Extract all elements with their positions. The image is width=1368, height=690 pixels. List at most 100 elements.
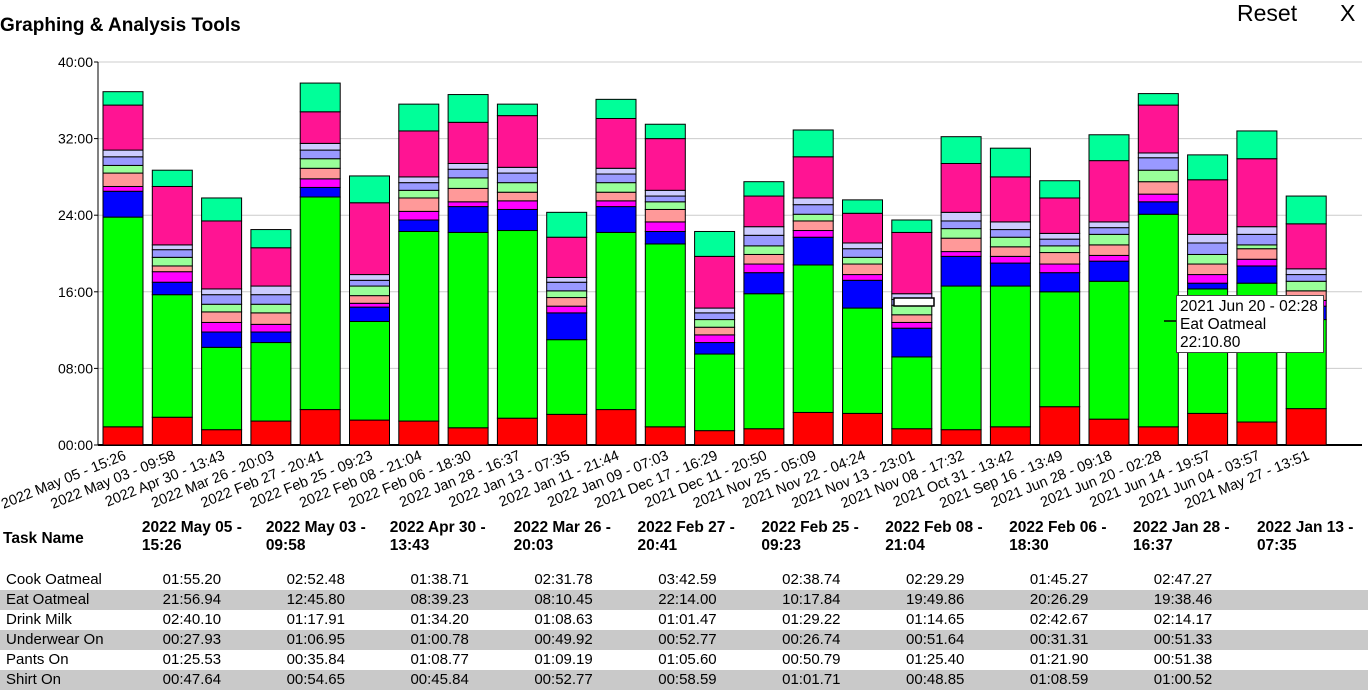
bar-segment[interactable]: Shoes On [644, 189, 686, 197]
bar-segment[interactable]: Shirt On [792, 213, 834, 222]
bar-segment[interactable]: Socks On [1236, 233, 1278, 246]
bar-segment[interactable]: Shirt On [842, 256, 883, 265]
bar-segment[interactable]: Cook Oatmeal [102, 426, 144, 446]
bar-segment[interactable]: Eat Oatmeal [151, 294, 193, 418]
bar-segment[interactable]: Drink Milk [595, 206, 637, 233]
bar-segment[interactable]: Drink Milk [792, 236, 834, 266]
bar-segment[interactable]: Eat Oatmeal [201, 346, 243, 431]
date-column-header[interactable]: 2022 Feb 25 - 09:23 [761, 519, 859, 554]
bar-segment[interactable]: Shirt On [595, 182, 637, 193]
bar-segment[interactable]: Brush Teeth [694, 255, 736, 309]
bar-segment[interactable]: Underwear On [1039, 263, 1081, 274]
date-column-header[interactable]: 2022 Apr 30 - 13:43 [389, 519, 486, 554]
bar-segment[interactable]: Wash Hands [349, 175, 390, 204]
bar-segment[interactable]: Socks On [447, 168, 489, 179]
bar-segment[interactable]: Shoes On [102, 149, 144, 158]
bar-segment[interactable]: Eat Oatmeal [644, 243, 686, 428]
bar-segment[interactable]: Cook Oatmeal [842, 412, 883, 446]
bar-segment[interactable]: Brush Teeth [792, 156, 834, 199]
bar-segment[interactable]: Socks On [546, 281, 588, 292]
bar-segment[interactable]: Cook Oatmeal [644, 426, 686, 446]
bar-segment[interactable]: Pants On [447, 187, 489, 203]
bar-segment[interactable]: Socks On [940, 220, 982, 230]
bar-segment[interactable]: Eat Oatmeal [842, 307, 883, 414]
date-column-header[interactable]: 2022 Feb 08 - 21:04 [885, 519, 983, 554]
bar-segment[interactable]: Drink Milk [940, 255, 982, 287]
date-column-header[interactable]: 2022 Jan 28 - 16:37 [1133, 519, 1230, 554]
bar-segment[interactable]: Shirt On [1285, 280, 1327, 292]
bar-segment[interactable]: Shoes On [940, 211, 982, 222]
bar-segment[interactable]: Shirt On [644, 201, 686, 210]
bar-segment[interactable]: Pants On [349, 295, 390, 304]
bar-segment[interactable]: Shoes On [842, 242, 883, 250]
bar-segment[interactable]: Wash Hands [743, 181, 785, 197]
bar-segment[interactable]: Cook Oatmeal [151, 416, 193, 446]
bar-segment[interactable]: Brush Teeth [447, 121, 489, 164]
bar-segment[interactable]: Brush Teeth [1039, 197, 1081, 234]
bar-segment[interactable]: Wash Hands [989, 147, 1031, 178]
bar-segment[interactable]: Socks On [496, 172, 538, 184]
date-column-header[interactable]: 2022 May 05 - 15:26 [141, 519, 242, 554]
bar-segment[interactable]: Shirt On [447, 177, 489, 189]
date-column-header[interactable]: 2022 Jan 13 - 07:35 [1256, 519, 1354, 554]
bar-segment[interactable]: Socks On [1187, 242, 1229, 255]
bar-segment[interactable]: Underwear On [1088, 254, 1130, 262]
bar-segment[interactable]: Brush Teeth [349, 202, 390, 276]
bar-segment[interactable]: Underwear On [496, 200, 538, 210]
bar-segment[interactable]: Drink Milk [201, 331, 243, 348]
date-column-header[interactable]: 2022 Feb 27 - 20:41 [637, 519, 735, 554]
bar-segment[interactable]: Pants On [201, 311, 243, 323]
bar-segment[interactable]: Drink Milk [151, 281, 193, 296]
bar-segment[interactable]: Wash Hands [1285, 195, 1327, 225]
bar-segment[interactable]: Brush Teeth [989, 176, 1031, 223]
bar-segment[interactable]: Shoes On [349, 274, 390, 281]
bar-segment[interactable]: Cook Oatmeal [447, 427, 489, 446]
bar-segment[interactable]: Shirt On [743, 245, 785, 255]
bar-segment[interactable]: Underwear On [102, 185, 144, 192]
bar-segment[interactable]: Brush Teeth [151, 185, 193, 246]
bar-segment[interactable]: Drink Milk [989, 262, 1031, 287]
bar-segment[interactable]: Eat Oatmeal [1039, 291, 1081, 408]
bar-segment[interactable]: Shirt On [694, 319, 736, 328]
bar-segment[interactable]: Eat Oatmeal [891, 356, 933, 430]
bar-segment[interactable]: Cook Oatmeal [940, 429, 982, 446]
bar-segment[interactable]: Drink Milk [299, 186, 341, 198]
bar-segment[interactable]: Brush Teeth [743, 195, 785, 228]
bar-segment[interactable]: Pants On [398, 197, 440, 212]
bar-segment[interactable]: Cook Oatmeal [1137, 426, 1179, 446]
bar-segment[interactable]: Cook Oatmeal [1187, 412, 1229, 446]
bar-segment[interactable]: Eat Oatmeal [989, 285, 1031, 428]
bar-segment[interactable]: Eat Oatmeal [546, 339, 588, 415]
bar-segment[interactable]: Socks On [250, 294, 292, 305]
bar-segment[interactable]: Pants On [595, 191, 637, 202]
bar-segment[interactable]: Shirt On [1236, 244, 1278, 250]
bar-segment[interactable]: Brush Teeth [1187, 179, 1229, 235]
bar-segment[interactable]: Shirt On [940, 228, 982, 239]
bar-segment[interactable]: Wash Hands [398, 103, 440, 132]
bar-segment[interactable]: Drink Milk [398, 219, 440, 232]
bar-segment[interactable]: Shirt On [102, 164, 144, 174]
bar-segment[interactable]: Pants On [250, 312, 292, 325]
bar-segment[interactable]: Wash Hands [694, 230, 736, 257]
bar-segment[interactable]: Drink Milk [250, 331, 292, 344]
bar-segment[interactable]: Socks On [842, 248, 883, 258]
bar-segment[interactable]: Socks On [1039, 238, 1081, 247]
bar-segment[interactable]: Wash Hands [250, 229, 292, 249]
reset-button[interactable]: Reset [1237, 0, 1298, 26]
bar-segment[interactable]: Pants On [989, 246, 1031, 257]
bar-segment[interactable]: Wash Hands [644, 123, 686, 140]
bar-segment[interactable]: Socks On [1137, 157, 1179, 171]
bar-segment[interactable]: Brush Teeth [1137, 104, 1179, 154]
bar-segment[interactable]: Socks On [201, 294, 243, 305]
bar-segment[interactable]: Socks On [595, 173, 637, 184]
bar-segment[interactable]: Cook Oatmeal [989, 426, 1031, 446]
bar-segment[interactable]: Brush Teeth [940, 162, 982, 213]
bar-segment[interactable]: Brush Teeth [398, 130, 440, 178]
bar-segment[interactable]: Brush Teeth [102, 104, 144, 151]
bar-segment[interactable]: Wash Hands [891, 219, 933, 233]
bar-segment[interactable]: Eat Oatmeal [595, 231, 637, 411]
bar-segment[interactable]: Wash Hands [102, 91, 144, 106]
bar-segment[interactable]: Shoes On [792, 197, 834, 206]
bar-segment[interactable]: Brush Teeth [299, 111, 341, 144]
bar-segment[interactable]: Pants On [940, 237, 982, 253]
